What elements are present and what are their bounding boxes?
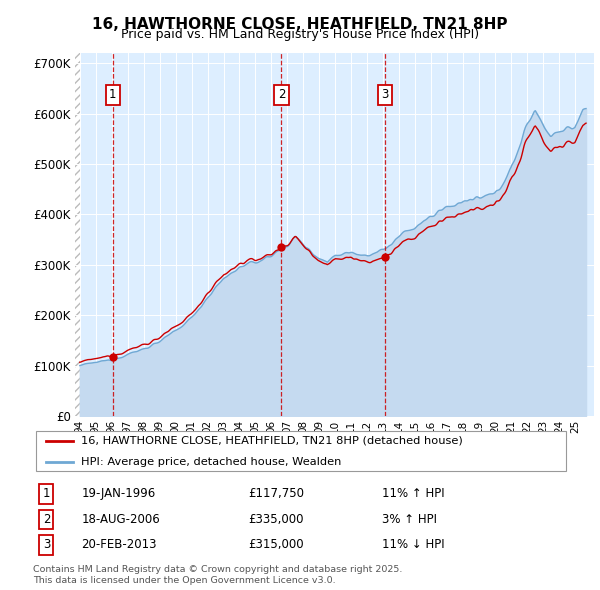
Text: Contains HM Land Registry data © Crown copyright and database right 2025.
This d: Contains HM Land Registry data © Crown c…: [33, 565, 403, 585]
Text: 1: 1: [109, 88, 116, 101]
Text: 3: 3: [43, 538, 50, 551]
Text: £117,750: £117,750: [248, 487, 304, 500]
Text: HPI: Average price, detached house, Wealden: HPI: Average price, detached house, Weal…: [82, 457, 342, 467]
FancyBboxPatch shape: [35, 431, 566, 471]
Text: 3: 3: [382, 88, 389, 101]
Text: 3% ↑ HPI: 3% ↑ HPI: [382, 513, 437, 526]
Text: 20-FEB-2013: 20-FEB-2013: [82, 538, 157, 551]
Text: 18-AUG-2006: 18-AUG-2006: [82, 513, 160, 526]
Text: 2: 2: [278, 88, 285, 101]
Text: 1: 1: [43, 487, 50, 500]
Text: £335,000: £335,000: [248, 513, 304, 526]
Text: 16, HAWTHORNE CLOSE, HEATHFIELD, TN21 8HP (detached house): 16, HAWTHORNE CLOSE, HEATHFIELD, TN21 8H…: [82, 436, 463, 446]
Text: £315,000: £315,000: [248, 538, 304, 551]
Text: 11% ↓ HPI: 11% ↓ HPI: [382, 538, 445, 551]
Text: Price paid vs. HM Land Registry's House Price Index (HPI): Price paid vs. HM Land Registry's House …: [121, 28, 479, 41]
Text: 16, HAWTHORNE CLOSE, HEATHFIELD, TN21 8HP: 16, HAWTHORNE CLOSE, HEATHFIELD, TN21 8H…: [92, 17, 508, 31]
Text: 19-JAN-1996: 19-JAN-1996: [82, 487, 155, 500]
Text: 11% ↑ HPI: 11% ↑ HPI: [382, 487, 445, 500]
Text: 2: 2: [43, 513, 50, 526]
